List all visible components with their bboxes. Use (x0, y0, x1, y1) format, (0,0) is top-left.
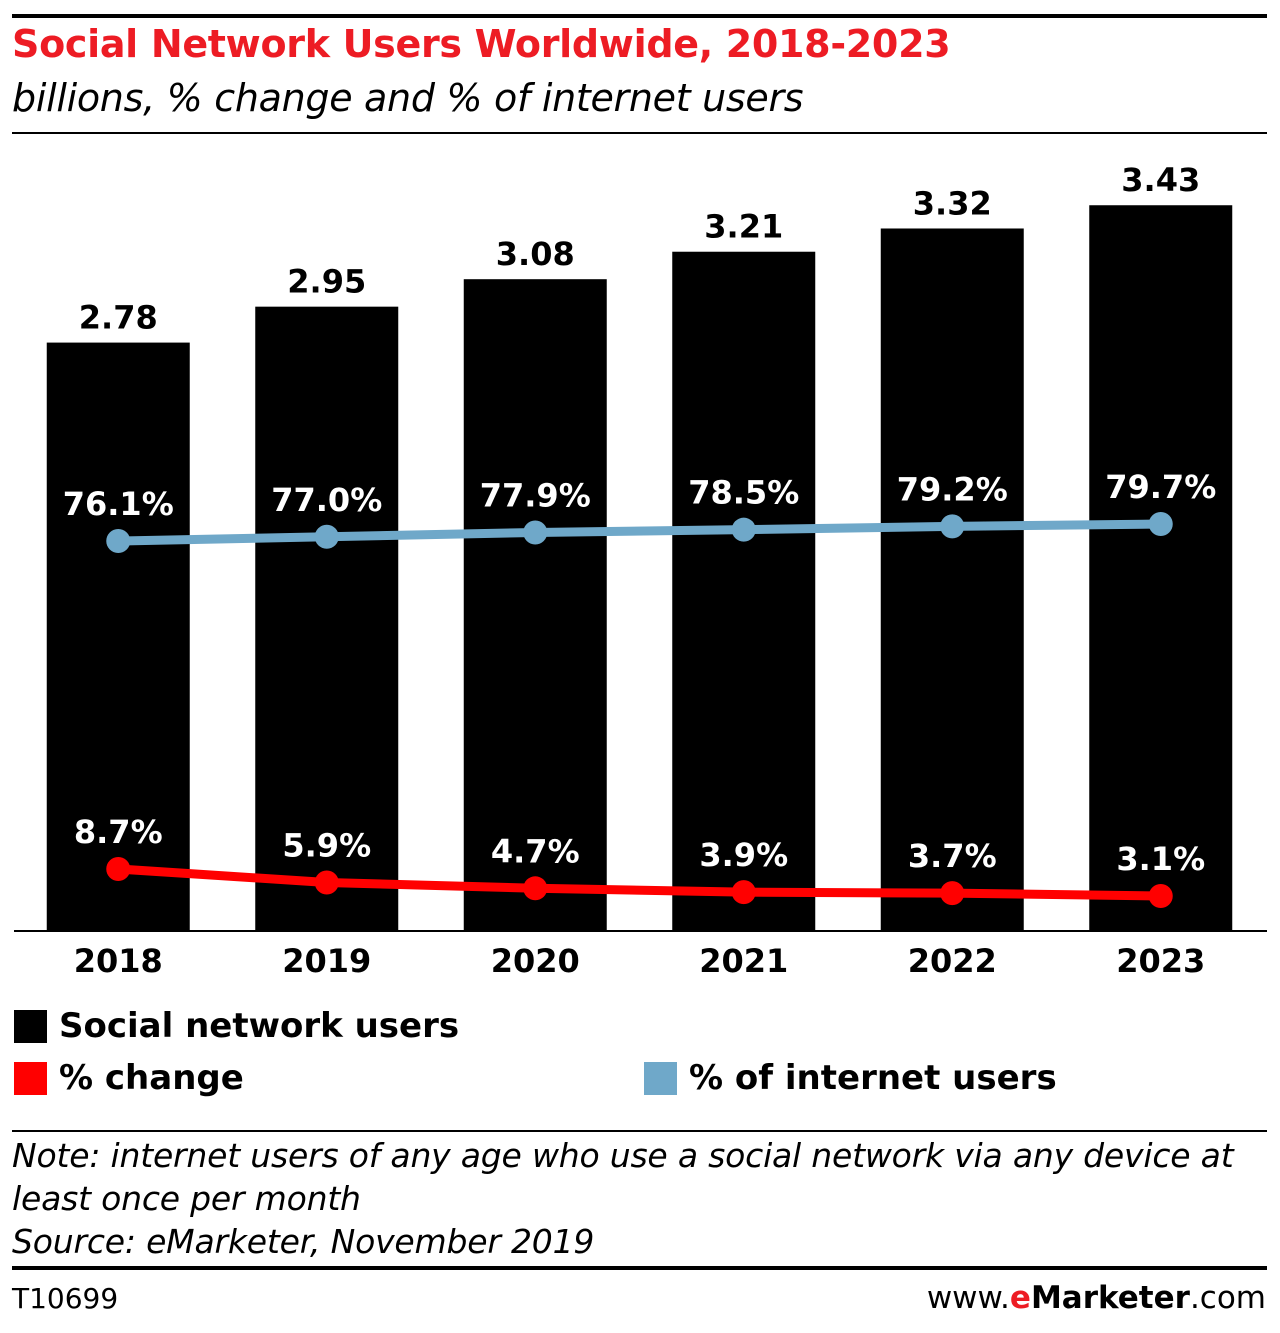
chart-subtitle: billions, % change and % of internet use… (12, 76, 804, 120)
brand-suffix: .com (1189, 1280, 1266, 1316)
bar-value-label: 2.78 (79, 299, 158, 337)
pct-change-value-label: 3.7% (908, 837, 997, 875)
x-tick-label: 2023 (1116, 942, 1205, 980)
legend-item-percent-change: % change (14, 1058, 244, 1098)
pct-change-point (314, 870, 339, 895)
internet-users-pct-point (940, 514, 965, 539)
internet-users-pct-value-label: 77.0% (271, 481, 382, 519)
legend-item-percent-internet-users: % of internet users (644, 1058, 1057, 1098)
note-source: Source: eMarketer, November 2019 (12, 1222, 595, 1261)
internet-users-pct-value-label: 78.5% (688, 474, 799, 512)
bar-2023 (1089, 205, 1233, 931)
pct-change-point (940, 881, 965, 906)
internet-users-pct-point (731, 517, 756, 542)
pct-change-value-label: 4.7% (491, 832, 580, 870)
bar-2018 (46, 342, 190, 930)
note-line-1: Note: internet users of any age who use … (12, 1136, 1234, 1175)
footer-rule (12, 1266, 1267, 1270)
pct-change-point (106, 857, 131, 881)
subtitle-rule (12, 132, 1267, 134)
bar-value-label: 3.32 (913, 184, 992, 222)
x-tick-label: 2021 (699, 942, 788, 980)
chart-title: Social Network Users Worldwide, 2018-202… (12, 22, 951, 66)
chart-note: Note: internet users of any age who use … (12, 1134, 1262, 1263)
internet-users-pct-point (314, 524, 339, 549)
bar-2019 (255, 306, 399, 930)
top-rule (12, 14, 1267, 18)
brand-name: Marketer (1030, 1280, 1190, 1316)
legend-swatch-red (14, 1061, 47, 1095)
legend-item-social-network-users: Social network users (14, 1006, 459, 1046)
internet-users-pct-point (523, 520, 548, 545)
internet-users-pct-value-label: 77.9% (480, 477, 591, 515)
note-rule (12, 1130, 1267, 1132)
legend-label: % change (59, 1058, 244, 1098)
bar-value-label: 3.43 (1121, 161, 1200, 199)
bar-value-label: 3.08 (496, 235, 575, 273)
brand-e: e (1009, 1280, 1031, 1316)
bar-2020 (463, 279, 607, 930)
legend-label: % of internet users (689, 1058, 1057, 1098)
x-tick-label: 2019 (282, 942, 371, 980)
legend-label: Social network users (59, 1006, 460, 1046)
chart-id: T10699 (12, 1282, 119, 1315)
legend-swatch-blue (644, 1061, 677, 1095)
pct-change-value-label: 3.9% (699, 836, 788, 874)
bar-value-label: 3.21 (704, 208, 783, 246)
pct-change-line (113, 864, 1166, 901)
brand-logo: www.eMarketer.com (927, 1280, 1266, 1316)
chart-area: 2.78 2.95 3.08 3.21 3.32 3.43 2018 2019 2020 2021… (14, 161, 1267, 980)
pct-change-value-label: 5.9% (282, 827, 371, 865)
pct-change-point (731, 880, 756, 905)
internet-users-pct-point (106, 529, 131, 553)
internet-users-pct-point (1148, 512, 1173, 536)
x-tick-label: 2022 (908, 942, 997, 980)
bar-2022 (880, 228, 1024, 930)
internet-users-pct-value-label: 79.2% (897, 470, 1008, 508)
pct-change-value-label: 8.7% (74, 813, 163, 851)
pct-change-value-label: 3.1% (1116, 840, 1205, 878)
note-line-2: least once per month (12, 1179, 361, 1218)
pct-change-point (1148, 884, 1173, 908)
internet-users-pct-line (113, 519, 1166, 546)
x-tick-label: 2018 (74, 942, 163, 980)
x-tick-label: 2020 (491, 942, 580, 980)
bar-2021 (672, 251, 816, 931)
bar-value-label: 2.95 (287, 263, 366, 301)
internet-users-pct-value-label: 76.1% (63, 485, 174, 523)
legend-swatch-black (14, 1009, 47, 1043)
brand-prefix: www. (926, 1280, 1010, 1316)
internet-users-pct-value-label: 79.7% (1105, 468, 1216, 506)
pct-change-point (523, 876, 548, 901)
